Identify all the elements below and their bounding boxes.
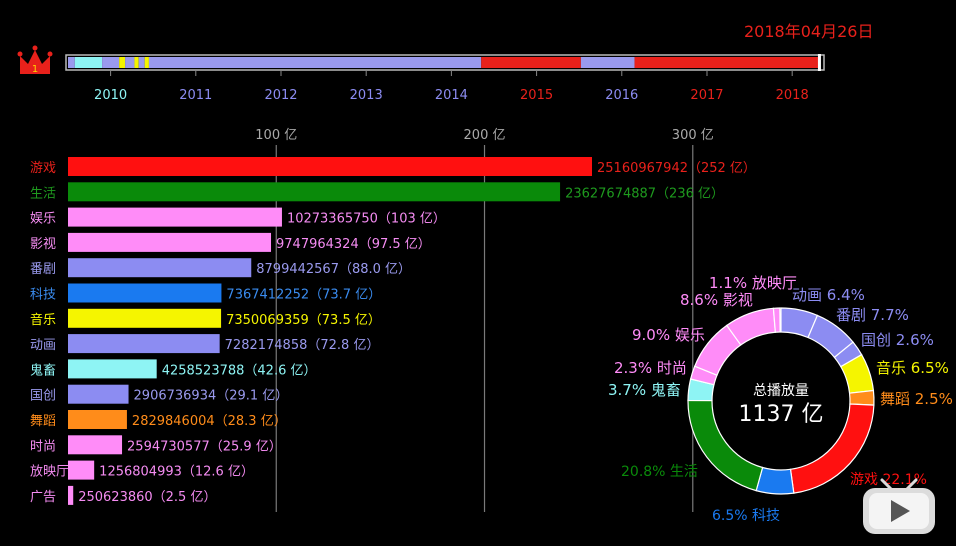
bar-category-label: 鬼畜 — [30, 362, 56, 378]
timeline-cursor — [817, 54, 821, 71]
bar — [68, 182, 561, 202]
bar-category-label: 广告 — [30, 490, 56, 505]
timeline-segment — [144, 57, 149, 68]
timeline-segment — [134, 57, 139, 68]
timeline-year-label: 2013 — [350, 88, 383, 103]
donut-center-value: 1137 亿 — [739, 402, 824, 427]
bar — [68, 460, 95, 480]
bar — [68, 334, 220, 354]
timeline-segment — [102, 57, 120, 68]
bar-value-label: 8799442567（88.0 亿） — [256, 262, 411, 277]
timeline-year-label: 2015 — [520, 88, 553, 103]
bar — [68, 435, 123, 455]
x-tick-label: 300 亿 — [672, 128, 714, 143]
donut-center-title: 总播放量 — [753, 383, 809, 399]
x-tick-label: 100 亿 — [255, 128, 297, 143]
bar-category-label: 科技 — [30, 288, 56, 303]
bar-category-label: 放映厅 — [30, 465, 69, 480]
donut-slice-label: 9.0% 娱乐 — [632, 326, 705, 344]
bar — [68, 384, 129, 404]
bar-category-label: 舞蹈 — [30, 414, 56, 429]
donut-slice-label: 3.7% 鬼畜 — [608, 381, 681, 399]
donut-slice-label: 国创 2.6% — [861, 331, 934, 349]
donut-slice — [772, 307, 781, 333]
bar — [68, 232, 272, 252]
donut-slice — [848, 389, 875, 406]
bar — [68, 485, 74, 505]
donut-chart: 动画 6.4% 番剧 7.7% 国创 2.6% 音乐 6.5% 舞蹈 2.5% 游戏 22… — [608, 274, 953, 524]
bar-category-label: 音乐 — [30, 312, 56, 328]
donut-slice-label: 音乐 6.5% — [876, 359, 949, 377]
bar-value-label: 7350069359（73.5 亿） — [226, 313, 381, 328]
timeline-year-label: 2014 — [435, 88, 468, 103]
bar-value-label: 7282174858（72.8 亿） — [225, 338, 380, 353]
timeline-frame — [65, 54, 825, 71]
bar-category-label: 番剧 — [30, 262, 56, 277]
bar-category-label: 动画 — [30, 338, 56, 353]
bar — [68, 258, 252, 278]
bar-value-label: 10273365750（103 亿） — [287, 212, 446, 227]
donut-slice-label: 20.8% 生活 — [621, 464, 698, 480]
bar — [68, 207, 282, 227]
donut-slice-label: 2.3% 时尚 — [614, 359, 687, 377]
crown-icon: 1 — [17, 45, 53, 75]
bar-category-label: 国创 — [30, 389, 56, 404]
timeline-segment — [580, 57, 635, 68]
timeline-year-label: 2017 — [690, 88, 723, 103]
bar-value-label: 1256804993（12.6 亿） — [99, 465, 254, 480]
bar-value-label: 23627674887（236 亿） — [565, 186, 724, 201]
bar-value-label: 250623860（2.5 亿） — [78, 490, 216, 505]
timeline-segment — [138, 57, 145, 68]
timeline-year-label: 2012 — [264, 88, 297, 103]
bar — [68, 359, 157, 379]
x-tick-label: 200 亿 — [464, 128, 506, 143]
timeline-segment — [634, 57, 821, 68]
timeline: 2010 2011 2012 2013 2014 2015 2016 2017 2018 — [65, 54, 825, 103]
timeline-year-label: 2010 — [94, 88, 127, 103]
donut-slice-label: 游戏 22.1% — [850, 472, 927, 488]
rank-badge: 1 — [32, 64, 38, 75]
timeline-segment — [74, 57, 103, 68]
play-icon — [863, 478, 935, 534]
bar-value-label: 4258523788（42.6 亿） — [162, 363, 317, 378]
bar — [68, 410, 127, 429]
timeline-segment — [481, 57, 581, 68]
timeline-segment — [148, 57, 482, 68]
current-date: 2018年04月26日 — [744, 22, 874, 41]
timeline-year-label: 2016 — [605, 88, 638, 103]
bar-value-label: 2594730577（25.9 亿） — [127, 439, 282, 454]
bar-value-label: 25160967942（252 亿） — [597, 161, 756, 176]
bar — [68, 308, 222, 328]
bar-category-label: 娱乐 — [30, 212, 56, 227]
donut-slice-label: 6.5% 科技 — [712, 508, 780, 524]
donut-slice-label: 舞蹈 2.5% — [880, 390, 953, 408]
play-button[interactable] — [860, 478, 938, 536]
timeline-segment — [119, 57, 126, 68]
bar-category-label: 游戏 — [30, 161, 56, 176]
bar — [68, 283, 222, 303]
timeline-year-label: 2011 — [179, 88, 212, 103]
bar-category-label: 时尚 — [30, 439, 56, 454]
bar-value-label: 2906736934（29.1 亿） — [134, 389, 289, 404]
bar-chart: 游戏 25160967942（252 亿） 生活 23627674887（236 亿）… — [30, 157, 756, 505]
donut-slice-label: 1.1% 放映厅 — [709, 274, 797, 292]
bar-category-label: 生活 — [30, 186, 56, 201]
donut-slice-label: 番剧 7.7% — [836, 306, 909, 324]
donut-slice-label: 8.6% 影视 — [680, 291, 753, 309]
grid-lines: 100 亿 200 亿 300 亿 — [255, 128, 714, 512]
bar-value-label: 7367412252（73.7 亿） — [226, 288, 381, 303]
donut-slice-label: 动画 6.4% — [792, 286, 865, 304]
bar — [68, 157, 592, 176]
timeline-year-label: 2018 — [776, 88, 809, 103]
timeline-segment — [68, 57, 75, 68]
bar-category-label: 影视 — [30, 237, 56, 252]
timeline-segment — [125, 57, 135, 68]
bar-value-label: 2829846004（28.3 亿） — [132, 414, 287, 429]
bar-value-label: 9747964324（97.5 亿） — [276, 237, 431, 252]
